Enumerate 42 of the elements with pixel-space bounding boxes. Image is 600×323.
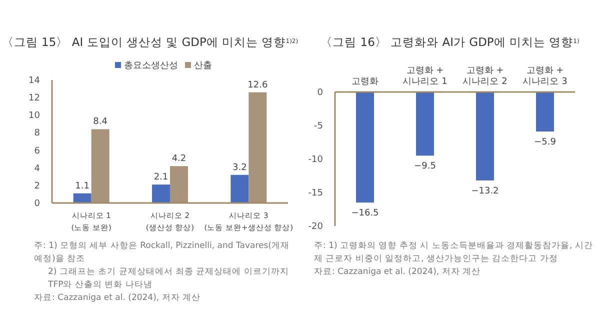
data-label: 12.6 (248, 80, 268, 90)
text: 주: 1) 고령화의 영향 추정 시 노동소득분배율과 경제활동참가율, 시간제 근로자 비중이 일정하고, 생산가능인구는 감소한다고 가정 (314, 240, 594, 266)
text: 2) 그래프는 초기 균제상태에서 최종 균제상태에 이르기까지 TFP와 산출의 변화 나타냄 (47, 266, 290, 292)
text: 자료: Cazzaniga et al. (2024), 저자 계산 (314, 266, 482, 279)
bar (91, 129, 110, 203)
chart-title: 〈그림 16〉 고령화와 AI가 GDP에 미치는 영향$^{1)}$ (320, 35, 580, 49)
data-label: 1.1 (75, 181, 90, 192)
y-tick-label: 12 (28, 94, 40, 104)
y-tick-label: 4 (34, 164, 40, 174)
data-label: −5.9 (534, 138, 556, 148)
y-tick-label: 10 (28, 111, 40, 122)
y-tick-label: -5 (314, 122, 323, 132)
y-tick-label: 0 (317, 88, 324, 98)
x-tick-label: 고령화 + 시나리오 1 (402, 66, 448, 87)
x-tick-label: 고령화 (352, 77, 378, 87)
data-label: 2.1 (154, 172, 168, 183)
data-label: 3.2 (232, 162, 247, 173)
y-tick-label: -10 (308, 155, 324, 165)
text: 자료: Cazzaniga et al. (2024), 저자 계산 (34, 292, 202, 305)
bar (152, 184, 170, 203)
y-tick-label: 8 (34, 128, 40, 139)
bar (248, 92, 267, 203)
y-tick-label: 14 (28, 76, 40, 86)
legend-label: 총요소생산성 (124, 61, 178, 71)
data-label: −16.5 (351, 208, 379, 219)
bar (170, 166, 188, 203)
bar (73, 193, 92, 203)
data-label: −9.5 (414, 162, 436, 172)
x-tick-label: 고령화 + 시나리오 2 (462, 66, 508, 87)
y-tick-label: -20 (308, 222, 324, 232)
x-tick-label: 고령화 + 시나리오 3 (522, 66, 568, 87)
y-tick-label: 6 (34, 146, 40, 156)
y-tick-label: -15 (308, 188, 323, 198)
chart-title: 〈그림 15〉 AI 도입이 생산성 및 GDP에 미치는 영향$^{1)2)}$ (2, 35, 298, 49)
data-label: −13.2 (471, 186, 499, 196)
bar (230, 174, 249, 203)
data-label: 8.4 (93, 117, 108, 128)
y-tick-label: 0 (34, 199, 40, 209)
data-label: 4.2 (172, 154, 186, 164)
y-tick-label: 2 (34, 181, 40, 192)
text: 주: 1) 모형의 세부 사항은 Rockall, Pizzinelli, and Tavares(게재 예정)을 참조 (34, 240, 291, 266)
legend-label: 산출 (194, 61, 212, 71)
